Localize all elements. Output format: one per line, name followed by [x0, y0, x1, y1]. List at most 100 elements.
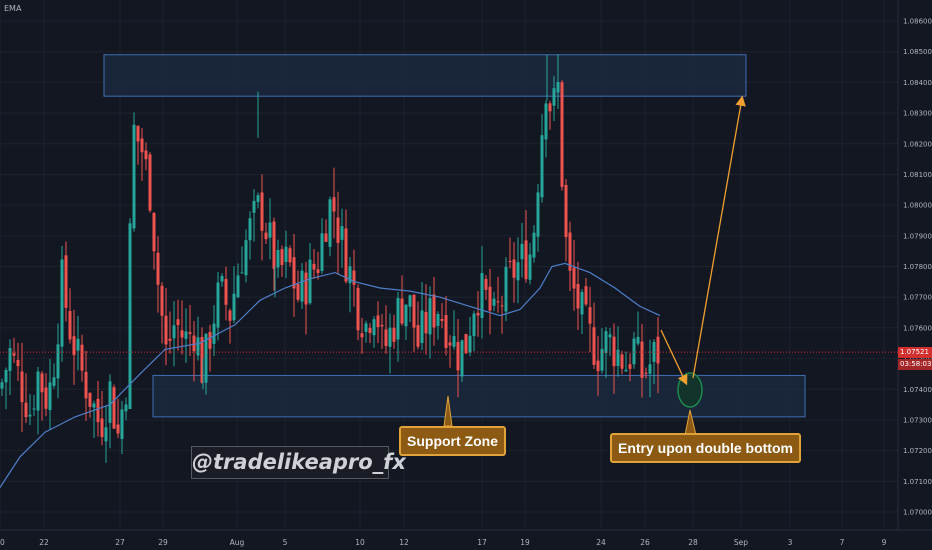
candle-body — [264, 232, 268, 240]
candle-body — [148, 154, 152, 211]
candle-body — [44, 387, 48, 409]
x-tick-label: 20 — [0, 538, 5, 547]
candle-body — [448, 342, 452, 346]
candle-body — [388, 327, 392, 347]
target-arrow — [692, 95, 746, 379]
candle-body — [452, 336, 456, 347]
candle-body — [252, 200, 256, 213]
candle-body — [76, 338, 80, 351]
candle-body — [272, 221, 276, 269]
candle-body — [412, 294, 416, 328]
candle-body — [104, 427, 108, 442]
x-tick-label: 5 — [283, 538, 288, 547]
candle-body — [300, 270, 304, 302]
candle-body — [476, 312, 480, 316]
candle-body — [616, 349, 620, 366]
entry-circle — [677, 372, 703, 408]
entry-callout: Entry upon double bottom — [610, 433, 801, 463]
candle-body — [60, 259, 64, 347]
candle-body — [4, 369, 8, 383]
candle-body — [348, 266, 352, 284]
x-tick-label: 9 — [882, 538, 887, 547]
support-zone — [152, 374, 806, 418]
candle-body — [400, 298, 404, 324]
candle-body — [256, 195, 260, 202]
candle-body — [364, 323, 368, 332]
candle-body — [384, 329, 388, 346]
candle-body — [0, 382, 4, 389]
x-tick-label: 22 — [39, 538, 49, 547]
candle-body — [276, 249, 280, 268]
candle-body — [620, 354, 624, 369]
candle-body — [444, 314, 448, 348]
candle-body — [612, 336, 616, 367]
candle-body — [32, 408, 36, 410]
candle-body — [424, 311, 428, 334]
y-tick-label: 1.07400 — [903, 386, 932, 394]
candle-body — [408, 295, 412, 307]
x-tick-label: 27 — [115, 538, 125, 547]
x-tick-label: 19 — [520, 538, 530, 547]
candle-body — [644, 372, 648, 374]
y-tick-label: 1.08200 — [903, 140, 932, 148]
y-tick-label: 1.08400 — [903, 79, 932, 87]
indicator-label[interactable]: EMA — [4, 4, 22, 13]
candle-body — [88, 392, 92, 407]
candle-body — [640, 341, 644, 378]
candle-body — [132, 124, 136, 229]
candle-body — [356, 287, 360, 331]
y-tick-label: 1.08500 — [903, 48, 932, 56]
candle-body — [192, 335, 196, 352]
y-tick-label: 1.07200 — [903, 447, 932, 455]
candle-body — [260, 192, 264, 231]
candle-body — [596, 360, 600, 372]
x-tick-label: 7 — [840, 538, 845, 547]
candle-body — [608, 334, 612, 338]
candle-body — [36, 371, 40, 411]
candle-body — [28, 414, 32, 417]
candle-body — [84, 371, 88, 399]
candle-body — [344, 228, 348, 282]
candle-body — [492, 298, 496, 306]
y-tick-label: 1.07700 — [903, 294, 932, 302]
candle-body — [600, 348, 604, 371]
y-tick-label: 1.07900 — [903, 232, 932, 240]
candle-body — [512, 259, 516, 278]
candle-body — [472, 313, 476, 337]
down-arrow — [660, 329, 688, 386]
candle-body — [416, 325, 420, 347]
candle-body — [428, 298, 432, 335]
candle-body — [464, 334, 468, 354]
candle-body — [536, 192, 540, 237]
candle-body — [188, 332, 192, 334]
candle-body — [212, 323, 216, 344]
candle-body — [324, 233, 328, 242]
candle-body — [584, 286, 588, 305]
candle-body — [124, 404, 128, 412]
candle-body — [236, 275, 240, 298]
resistance-zone — [103, 54, 747, 97]
candle-body — [160, 285, 164, 316]
y-tick-label: 1.07100 — [903, 478, 932, 486]
candle-body — [648, 364, 652, 374]
y-tick-label: 1.07000 — [903, 509, 932, 517]
candle-body — [496, 301, 500, 303]
candle-body — [456, 342, 460, 371]
candle-body — [184, 331, 188, 339]
candle-body — [248, 218, 252, 241]
candle-body — [404, 304, 408, 327]
candle-body — [392, 327, 396, 342]
candle-body — [480, 273, 484, 318]
candle-body — [528, 254, 532, 280]
candle-body — [56, 344, 60, 379]
x-tick-label: Sep — [734, 538, 748, 547]
x-tick-label: Aug — [230, 538, 245, 547]
candle-body — [152, 212, 156, 252]
candle-body — [308, 259, 312, 304]
candle-body — [72, 336, 76, 356]
candle-body — [108, 381, 112, 423]
y-tick-label: 1.08100 — [903, 171, 932, 179]
candle-body — [180, 330, 184, 338]
x-tick-label: 12 — [399, 538, 409, 547]
